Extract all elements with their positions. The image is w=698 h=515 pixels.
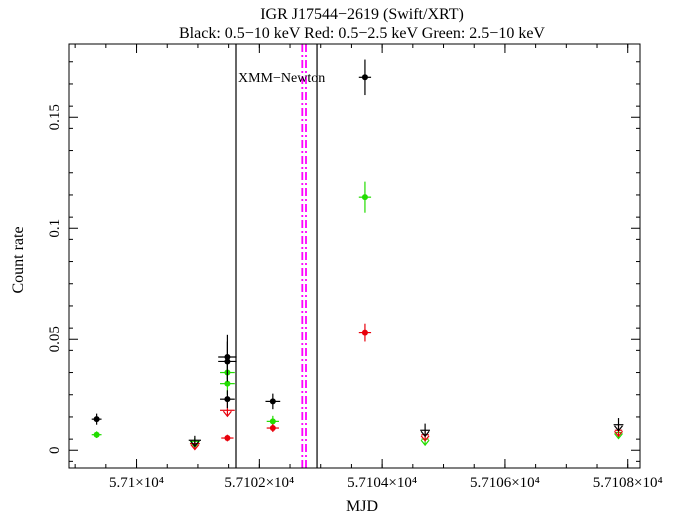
data-point — [93, 416, 100, 423]
series-0-point-1 — [188, 435, 202, 448]
y-tick-label-0: 0 — [47, 446, 63, 454]
upper-limit-arrow — [420, 439, 430, 447]
upper-limit-arrow — [614, 430, 623, 438]
x-tick-label-1: 5.7102×10⁴ — [224, 475, 294, 491]
chart-title: IGR J17544−2619 (Swift/XRT) — [260, 6, 464, 23]
data-point — [93, 431, 100, 438]
data-point — [224, 435, 231, 442]
x-tick-label-4: 5.7108×10⁴ — [593, 475, 663, 491]
series-2-point-0 — [91, 431, 102, 439]
series-1-point-2 — [221, 434, 234, 442]
upper-limit-arrow — [420, 430, 430, 438]
chart-subtitle: Black: 0.5−10 keV Red: 0.5−2.5 keV Green… — [179, 25, 545, 42]
data-point — [361, 329, 368, 336]
y-axis-label: Count rate — [10, 226, 27, 293]
series-1-point-4 — [358, 323, 372, 342]
data-marks — [91, 59, 624, 451]
data-point — [269, 398, 276, 405]
annotation-text-4: XMM−Newton — [238, 71, 325, 86]
upper-limit-arrow — [190, 440, 200, 448]
data-point — [224, 396, 231, 403]
data-point — [361, 74, 368, 81]
annotation-layer: XMM−Newton — [235, 44, 325, 468]
upper-limit-arrow — [190, 444, 200, 451]
data-point — [224, 380, 231, 387]
data-point — [269, 425, 276, 432]
series-0-point-4 — [220, 390, 235, 409]
upper-limit-arrow — [614, 433, 623, 440]
series-0-point-5 — [265, 393, 281, 410]
series-0-point-6 — [358, 59, 372, 96]
series-1-point-3 — [266, 424, 279, 433]
upper-limit-arrow — [420, 435, 430, 442]
y-tick-label-3: 0.15 — [47, 104, 63, 130]
data-point — [361, 194, 368, 201]
series-0-point-8 — [613, 418, 624, 432]
plot-frame — [68, 43, 641, 469]
x-axis-label: MJD — [346, 498, 378, 515]
series-0-point-3 — [218, 341, 237, 382]
x-tick-label-3: 5.7106×10⁴ — [470, 475, 540, 491]
upper-limit-arrow — [614, 425, 623, 432]
axis-ticks: 5.71×10⁴ 5.7102×10⁴ 5.7104×10⁴ 5.7106×10⁴ 5.… — [47, 44, 663, 491]
data-point — [224, 358, 231, 365]
upper-limit-arrow — [222, 410, 232, 418]
series-0-point-7 — [420, 423, 431, 438]
data-point — [269, 418, 276, 425]
series-2-point-5 — [358, 181, 372, 213]
x-tick-label-2: 5.7104×10⁴ — [347, 475, 417, 491]
x-tick-label-0: 5.71×10⁴ — [109, 475, 164, 491]
y-tick-label-1: 0.05 — [47, 326, 63, 352]
y-tick-label-2: 0.1 — [47, 219, 63, 238]
series-0-point-0 — [91, 413, 102, 425]
